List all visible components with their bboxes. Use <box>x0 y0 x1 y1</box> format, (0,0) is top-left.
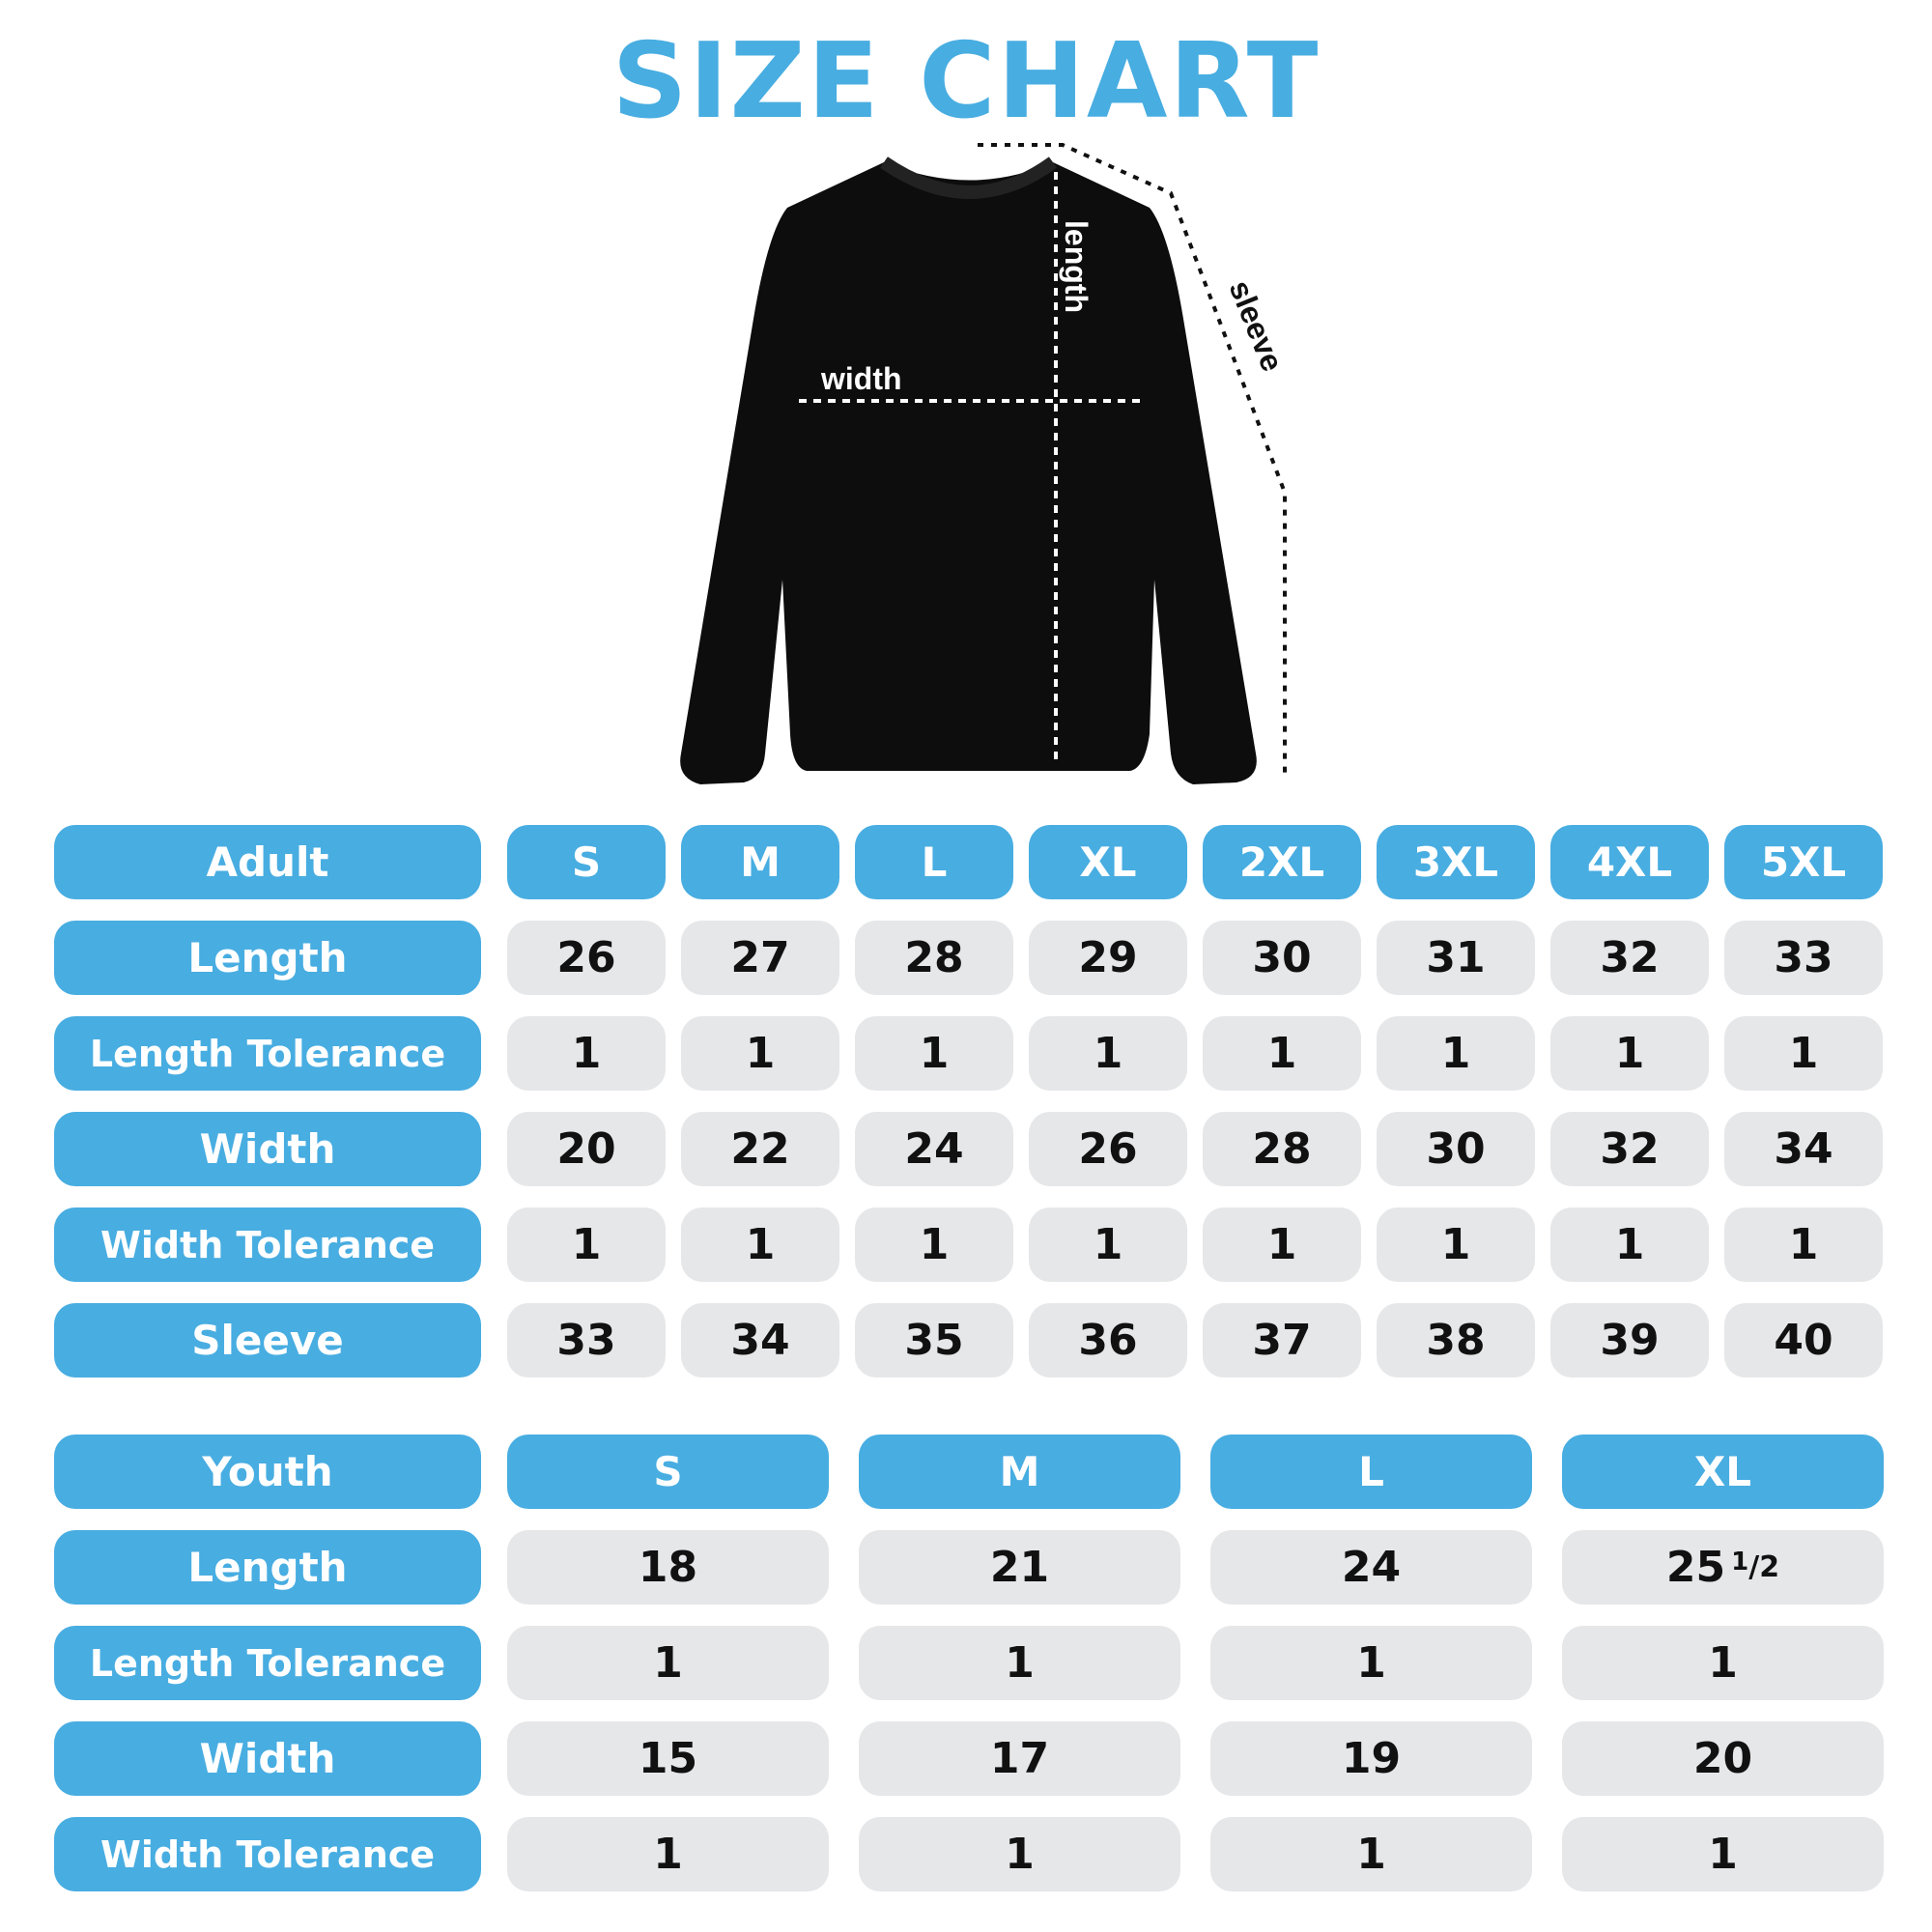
adult-size-5xl: 5XL <box>1724 825 1883 899</box>
adult-value-cell: 1 <box>855 1208 1013 1282</box>
adult-header-label: Adult <box>54 825 481 899</box>
adult-value-cell: 37 <box>1203 1303 1361 1378</box>
adult-row-label-width-tolerance: Width Tolerance <box>54 1208 481 1282</box>
adult-size-l: L <box>855 825 1013 899</box>
youth-value-cell: 24 <box>1210 1530 1532 1605</box>
adult-value-cell: 1 <box>507 1208 666 1282</box>
youth-value-cell: 1 <box>859 1626 1180 1700</box>
adult-value-cell: 38 <box>1377 1303 1535 1378</box>
adult-value-cell: 30 <box>1203 921 1361 995</box>
adult-value-cell: 35 <box>855 1303 1013 1378</box>
adult-value-cell: 33 <box>507 1303 666 1378</box>
adult-value-cell: 1 <box>1203 1016 1361 1091</box>
adult-value-cell: 1 <box>855 1016 1013 1091</box>
adult-value-cell: 1 <box>1029 1016 1187 1091</box>
adult-row-label-sleeve: Sleeve <box>54 1303 481 1378</box>
adult-value-cell: 34 <box>1724 1112 1883 1186</box>
adult-value-cell: 33 <box>1724 921 1883 995</box>
youth-value-cell: 15 <box>507 1721 829 1796</box>
adult-value-cell: 31 <box>1377 921 1535 995</box>
adult-value-cell: 20 <box>507 1112 666 1186</box>
youth-row-label-length-tolerance: Length Tolerance <box>54 1626 481 1700</box>
youth-value-cell: 21 <box>859 1530 1180 1605</box>
adult-row-label-length: Length <box>54 921 481 995</box>
adult-value-cell: 39 <box>1550 1303 1709 1378</box>
youth-value-cell: 1 <box>1210 1817 1532 1891</box>
youth-value-cell: 1 <box>1562 1817 1884 1891</box>
adult-value-cell: 1 <box>1550 1208 1709 1282</box>
adult-value-cell: 1 <box>1377 1016 1535 1091</box>
sweatshirt-diagram: length width sleeve <box>680 143 1291 784</box>
youth-value-cell: 1 <box>1562 1626 1884 1700</box>
length-label: length <box>1059 220 1094 313</box>
youth-value-cell: 25 1/2 <box>1562 1530 1884 1605</box>
adult-value-cell: 1 <box>681 1208 839 1282</box>
youth-value-cell: 18 <box>507 1530 829 1605</box>
youth-row-label-length: Length <box>54 1530 481 1605</box>
adult-value-cell: 1 <box>1724 1208 1883 1282</box>
adult-value-cell: 34 <box>681 1303 839 1378</box>
adult-value-cell: 28 <box>1203 1112 1361 1186</box>
adult-value-cell: 1 <box>1377 1208 1535 1282</box>
adult-row-label-length-tolerance: Length Tolerance <box>54 1016 481 1091</box>
youth-size-xl: XL <box>1562 1435 1884 1509</box>
adult-value-cell: 32 <box>1550 921 1709 995</box>
adult-value-cell: 1 <box>1550 1016 1709 1091</box>
adult-value-cell: 1 <box>1029 1208 1187 1282</box>
youth-value-cell: 17 <box>859 1721 1180 1796</box>
adult-value-cell: 24 <box>855 1112 1013 1186</box>
youth-size-s: S <box>507 1435 829 1509</box>
youth-value-cell: 19 <box>1210 1721 1532 1796</box>
adult-row-label-width: Width <box>54 1112 481 1186</box>
adult-value-cell: 32 <box>1550 1112 1709 1186</box>
youth-value-cell: 1 <box>1210 1626 1532 1700</box>
youth-size-l: L <box>1210 1435 1532 1509</box>
adult-value-cell: 29 <box>1029 921 1187 995</box>
adult-size-3xl: 3XL <box>1377 825 1535 899</box>
youth-value-cell: 1 <box>859 1817 1180 1891</box>
adult-size-s: S <box>507 825 666 899</box>
youth-value-cell: 20 <box>1562 1721 1884 1796</box>
adult-size-2xl: 2XL <box>1203 825 1361 899</box>
adult-value-cell: 22 <box>681 1112 839 1186</box>
youth-value-cell: 1 <box>507 1817 829 1891</box>
adult-value-cell: 30 <box>1377 1112 1535 1186</box>
adult-size-m: M <box>681 825 839 899</box>
adult-size-4xl: 4XL <box>1550 825 1709 899</box>
adult-value-cell: 1 <box>681 1016 839 1091</box>
adult-value-cell: 28 <box>855 921 1013 995</box>
adult-size-xl: XL <box>1029 825 1187 899</box>
adult-value-cell: 26 <box>507 921 666 995</box>
adult-value-cell: 1 <box>1724 1016 1883 1091</box>
adult-value-cell: 40 <box>1724 1303 1883 1378</box>
youth-row-label-width-tolerance: Width Tolerance <box>54 1817 481 1891</box>
adult-value-cell: 27 <box>681 921 839 995</box>
adult-value-cell: 1 <box>507 1016 666 1091</box>
youth-value-cell: 1 <box>507 1626 829 1700</box>
sweatshirt-image <box>680 162 1257 784</box>
width-label: width <box>820 361 902 396</box>
adult-value-cell: 26 <box>1029 1112 1187 1186</box>
youth-header-label: Youth <box>54 1435 481 1509</box>
page-title: SIZE CHART <box>611 21 1321 142</box>
youth-row-label-width: Width <box>54 1721 481 1796</box>
adult-value-cell: 1 <box>1203 1208 1361 1282</box>
youth-size-m: M <box>859 1435 1180 1509</box>
adult-value-cell: 36 <box>1029 1303 1187 1378</box>
